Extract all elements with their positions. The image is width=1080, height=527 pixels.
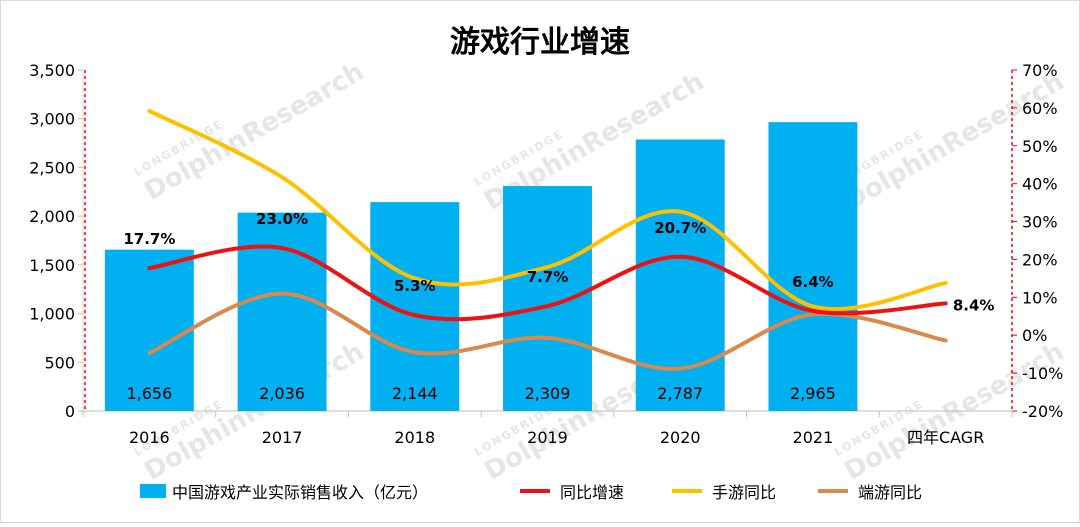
x-tick-label: 2019 [527,428,568,447]
y-right-tick-label: 60% [1022,99,1058,118]
y-right-tick-label: 0% [1022,326,1047,345]
bar [237,212,327,411]
y-left-tick-label: 2,500 [29,158,75,177]
y-left-tick-label: 3,000 [29,110,75,129]
x-tick-label: 2016 [129,428,170,447]
legend-label-mobile: 手游同比 [712,483,776,502]
y-right-tick-label: 40% [1022,175,1058,194]
y-left-tick-label: 500 [44,353,75,372]
bar [370,202,460,411]
bar-value-label: 1,656 [126,384,172,403]
bar-value-label: 2,309 [525,384,571,403]
y-right-tick-label: 10% [1022,288,1058,307]
legend-label-yoy: 同比增速 [560,483,624,502]
legend-swatch-bar [140,484,166,498]
yoy-value-label: 5.3% [394,277,436,295]
line-pc-yoy [147,291,948,371]
y-right-tick-label: 20% [1022,250,1058,269]
legend-label-revenue: 中国游戏产业实际销售收入（亿元） [172,483,428,502]
x-tick-label: 2020 [660,428,701,447]
line-mobile-yoy [147,108,948,312]
y-right-tick-label: -10% [1022,364,1063,383]
bar [503,186,592,411]
chart-title: 游戏行业增速 [450,25,630,60]
y-left-tick-label: 1,500 [29,256,75,275]
legend-label-pc: 端游同比 [858,483,922,502]
y-right-tick-label: 30% [1022,213,1058,232]
bar-value-label: 2,036 [259,384,305,403]
y-right-tick-label: -20% [1022,402,1063,421]
bar [768,122,858,412]
y-right-tick-label: 50% [1022,137,1058,156]
y-left-tick-label: 1,000 [29,305,75,324]
y-left-tick-label: 3,500 [29,61,75,80]
line-yoy-growth [147,244,948,322]
x-tick-label: 2018 [394,428,435,447]
axes-layer: 0 500 1,000 1,500 2,000 2,500 3,000 3,500 -20% -1… [29,61,1063,447]
yoy-value-label: 6.4% [792,273,834,291]
x-tick-label: 2021 [793,428,834,447]
yoy-value-label: 20.7% [654,219,706,237]
lines-layer [147,108,948,371]
labels-layer: 1,656 2,036 2,144 2,309 2,787 2,965 17.7% 23.0%… [123,210,994,403]
bar-value-label: 2,144 [392,384,438,403]
yoy-value-label: 7.7% [527,268,569,286]
yoy-value-label: 17.7% [123,230,175,248]
y-left-tick-label: 0 [65,402,75,421]
x-tick-label: 四年CAGR [907,428,984,447]
yoy-value-label: 8.4% [953,296,995,314]
yoy-value-label: 23.0% [256,210,308,228]
bar [104,249,194,411]
x-tick-label: 2017 [262,428,303,447]
legend: 中国游戏产业实际销售收入（亿元） 同比增速 手游同比 端游同比 [140,483,922,502]
bar-value-label: 2,965 [790,384,836,403]
y-right-tick-label: 70% [1022,61,1058,80]
bar-value-label: 2,787 [657,384,703,403]
y-left-tick-label: 2,000 [29,207,75,226]
